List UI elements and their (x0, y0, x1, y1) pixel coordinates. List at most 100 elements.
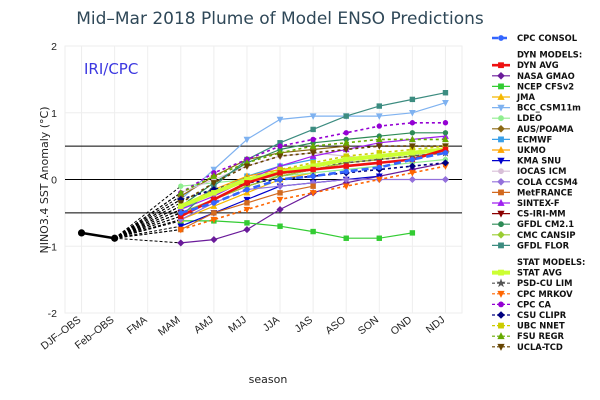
data-point-ncep-cfsv2 (376, 235, 382, 241)
series-line-ncep-cfsv2 (180, 220, 413, 239)
legend-label-metfrance: MetFRANCE (517, 187, 573, 197)
observation-connector (114, 195, 182, 239)
legend-label-jma: JMA (516, 92, 535, 102)
data-point-ucla-tcd (409, 143, 416, 150)
series-cpc-consol (178, 150, 449, 216)
data-point-cpc-ca (376, 123, 382, 129)
observed-point (111, 234, 119, 242)
data-point-kma-snu (177, 223, 185, 230)
legend-item-fsu-regr: FSU REGR (492, 331, 565, 341)
legend-marker-ecmwf (498, 136, 504, 143)
legend-item-dyn-avg: DYN AVG (492, 60, 559, 70)
data-point-dyn-avg (376, 160, 382, 166)
data-point-fsu-regr (309, 142, 317, 149)
data-point-cpc-consol (343, 168, 349, 175)
data-point-cola-ccsm4 (276, 182, 284, 190)
observation-connector (114, 225, 181, 239)
data-point-ucla-tcd (210, 180, 218, 187)
legend-item-ukmo: UKMO (492, 145, 546, 155)
x-tick-label: JJA (261, 314, 282, 334)
x-tick-label: JAS (292, 314, 315, 335)
legend-item-jma: JMA (492, 92, 535, 102)
x-tick-label: SON (356, 314, 381, 337)
legend-label-dyn-avg: DYN AVG (517, 60, 559, 70)
data-point-stat-avg (409, 150, 416, 156)
data-point-bcc-csm11m (276, 116, 284, 124)
data-point-cpc-consol (244, 186, 250, 193)
data-point-dyn-avg (310, 166, 316, 173)
data-point-dyn-avg (343, 163, 349, 169)
legend-label-gfdl-cm2-1: GFDL CM2.1 (517, 219, 574, 229)
data-point-cpc-ca (343, 130, 349, 136)
data-point-bcc-csm11m (442, 100, 449, 107)
data-point-cpc-consol (310, 173, 316, 179)
legend-marker-jma (497, 92, 505, 100)
legend-marker-cpc-mrkov (497, 290, 505, 298)
legend-label-cmc-cansip: CMC CANSIP (517, 230, 575, 240)
legend-label-cpc-mrkov: CPC MRKOV (517, 289, 573, 299)
legend-label-ucla-tcd: UCLA-TCD (517, 342, 563, 352)
data-point-stat-avg (376, 153, 382, 159)
data-point-cpc-consol (409, 156, 416, 163)
legend-label-aus-poama: AUS/POAMA (517, 124, 574, 134)
y-tick-label: 1 (51, 108, 57, 120)
data-point-ncep-cfsv2 (343, 235, 349, 241)
legend-label-csu-clipr: CSU CLIPR (517, 310, 567, 320)
data-point-cpc-mrkov (409, 170, 416, 177)
legend-marker-dyn-avg (498, 62, 504, 69)
legend-item-gfdl-cm2-1: GFDL CM2.1 (492, 219, 574, 229)
data-point-cola-ccsm4 (408, 175, 416, 184)
data-point-dyn-avg (244, 180, 250, 186)
legend-label-psd-cu-lim: PSD-CU LIM (517, 278, 572, 288)
legend-marker-gfdl-cm2-1 (498, 221, 504, 228)
legend-label-stat-avg: STAT AVG (517, 268, 562, 278)
legend-marker-ubc-nnet (498, 322, 504, 329)
legend-marker-cpc-consol (498, 35, 504, 41)
y-tick-label: 0 (51, 175, 57, 187)
x-tick-label: NDJ (424, 314, 447, 336)
legend-marker-ncep-cfsv2 (498, 83, 504, 90)
data-point-bcc-csm11m (243, 136, 251, 144)
data-point-fsu-regr (342, 139, 350, 146)
data-point-cpc-mrkov (342, 183, 350, 190)
legend-item-aus-poama: AUS/POAMA (492, 124, 574, 134)
observation-connector (114, 192, 182, 239)
data-point-fsu-regr (442, 135, 449, 143)
data-point-cpc-mrkov (243, 206, 251, 214)
legend-marker-ldeo (498, 115, 504, 122)
y-tick-label: -1 (48, 241, 57, 253)
legend-item-cmc-cansip: CMC CANSIP (492, 230, 575, 240)
legend-heading-dyn-models: DYN MODELS: (517, 50, 582, 60)
legend-marker-gfdl-flor (498, 242, 504, 249)
legend-item-csu-clipr: CSU CLIPR (492, 310, 567, 320)
y-axis-label: NINO3.4 SST Anomaly (°C) (38, 106, 51, 253)
legend-item-stat-avg: STAT AVG (492, 268, 562, 278)
data-point-nasa-gmao (243, 226, 251, 234)
legend-label-bcc-csm11m: BCC_CSM11m (517, 103, 581, 113)
legend-marker-cs-iri-mm (497, 210, 505, 218)
data-point-gfdl-flor (343, 113, 349, 119)
legend-item-iocas-icm: IOCAS ICM (492, 166, 566, 176)
series-dyn-avg (178, 146, 449, 219)
data-point-gfdl-flor (310, 126, 316, 133)
legend-label-cpc-ca: CPC CA (517, 299, 551, 309)
legend-item-ldeo: LDEO (492, 113, 542, 123)
data-point-gfdl-flor (376, 103, 382, 109)
data-point-bcc-csm11m (409, 110, 416, 117)
data-point-cola-ccsm4 (441, 175, 450, 184)
data-point-metfrance (277, 190, 283, 196)
legend-marker-csu-clipr (497, 311, 505, 319)
legend-label-ukmo: UKMO (517, 145, 546, 155)
series-ucla-tcd (177, 143, 449, 207)
legend-label-iocas-icm: IOCAS ICM (517, 166, 566, 176)
observation-connector (114, 229, 181, 239)
data-point-gfdl-flor (442, 90, 449, 96)
x-tick-label: FMA (125, 314, 150, 337)
legend-item-psd-cu-lim: PSD-CU LIM (492, 278, 572, 288)
x-tick-label: OND (388, 314, 414, 338)
legend-item-cpc-consol: CPC CONSOL (492, 33, 578, 43)
legend-label-ldeo: LDEO (517, 113, 542, 123)
legend-label-fsu-regr: FSU REGR (517, 331, 565, 341)
x-tick-label: MAM (156, 314, 183, 339)
